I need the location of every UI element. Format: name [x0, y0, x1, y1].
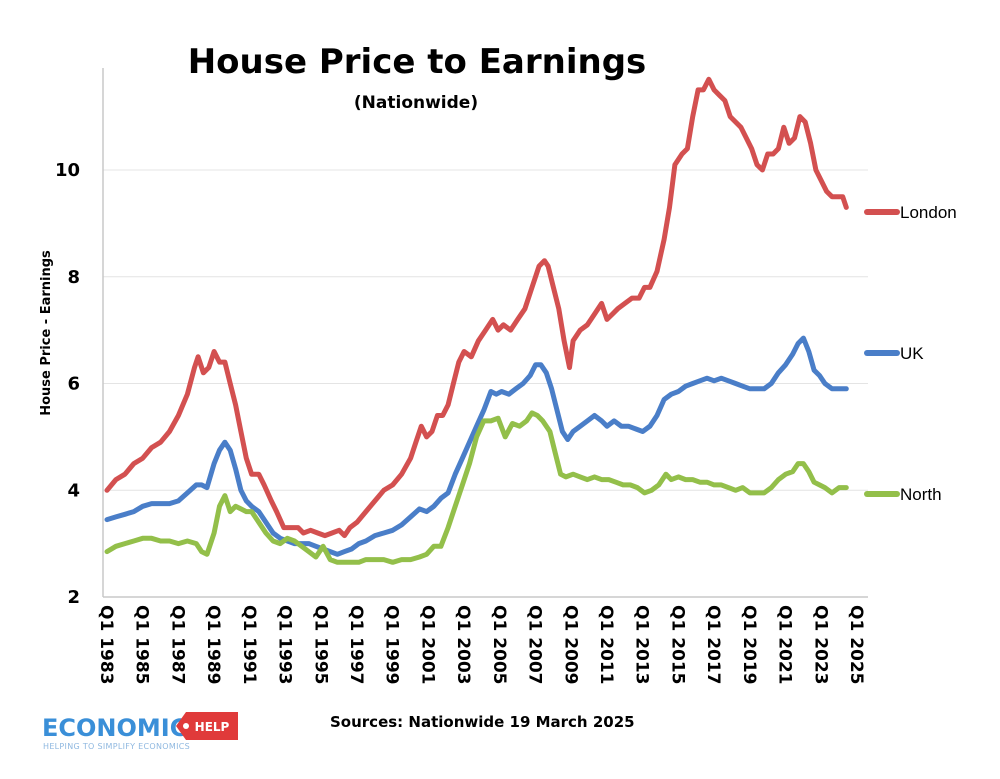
x-tick-label-2009: Q1 2009 [560, 605, 580, 685]
legend: London UK North [864, 203, 957, 504]
x-tick-label-2007: Q1 2007 [525, 605, 545, 685]
x-tick-label-2025: Q1 2025 [846, 605, 866, 685]
economics-help-logo: ECONOMICS HELP HELPING TO SIMPLIFY ECONO… [42, 712, 238, 751]
x-tick-label-1993: Q1 1993 [275, 605, 295, 685]
series-line-london [104, 76, 849, 539]
x-tick-label-1985: Q1 1985 [132, 605, 152, 685]
x-tick-label-1999: Q1 1999 [382, 605, 402, 685]
logo-badge-text: HELP [195, 720, 230, 734]
x-tick-label-2003: Q1 2003 [453, 605, 473, 685]
x-tick-label-2021: Q1 2021 [775, 605, 795, 685]
y-tick-label-6: 6 [67, 374, 80, 395]
logo-badge-hole [183, 723, 189, 729]
x-tick-label-2019: Q1 2019 [739, 605, 759, 685]
x-tick-label-2001: Q1 2001 [417, 605, 437, 685]
series-line-north [104, 410, 849, 565]
x-tick-label-2005: Q1 2005 [489, 605, 509, 685]
y-axis-label: House Price - Earnings [39, 250, 54, 416]
y-tick-label-10: 10 [55, 160, 80, 181]
series [104, 76, 849, 565]
x-tick-label-2015: Q1 2015 [667, 605, 687, 685]
x-tick-label-1995: Q1 1995 [310, 605, 330, 685]
y-ticks: 2 4 6 8 10 [55, 160, 80, 608]
x-tick-label-1989: Q1 1989 [203, 605, 223, 685]
x-tick-label-1991: Q1 1991 [239, 605, 259, 685]
source-note: Sources: Nationwide 19 March 2025 [330, 713, 635, 731]
y-tick-label-4: 4 [67, 480, 80, 501]
y-tick-label-8: 8 [67, 267, 80, 288]
legend-label-uk: UK [900, 344, 924, 363]
legend-label-london: London [900, 203, 957, 222]
x-tick-label-2011: Q1 2011 [596, 605, 616, 685]
x-tick-label-2023: Q1 2023 [810, 605, 830, 685]
legend-label-north: North [900, 485, 942, 504]
x-tick-label-1997: Q1 1997 [346, 605, 366, 685]
x-tick-label-1987: Q1 1987 [167, 605, 187, 685]
series-line-uk [104, 335, 849, 557]
axes [102, 68, 868, 598]
logo-tagline: HELPING TO SIMPLIFY ECONOMICS [43, 742, 190, 751]
x-tick-label-1983: Q1 1983 [96, 605, 116, 685]
x-tick-label-2017: Q1 2017 [703, 605, 723, 685]
logo-badge-tag [176, 712, 238, 740]
chart-subtitle: (Nationwide) [354, 93, 478, 113]
x-tick-label-2013: Q1 2013 [632, 605, 652, 685]
y-tick-label-2: 2 [67, 587, 80, 608]
chart-title: House Price to Earnings [188, 42, 647, 82]
x-ticks: Q1 1983 Q1 1985 Q1 1987 Q1 1989 Q1 1991 Q1 19… [96, 605, 866, 685]
